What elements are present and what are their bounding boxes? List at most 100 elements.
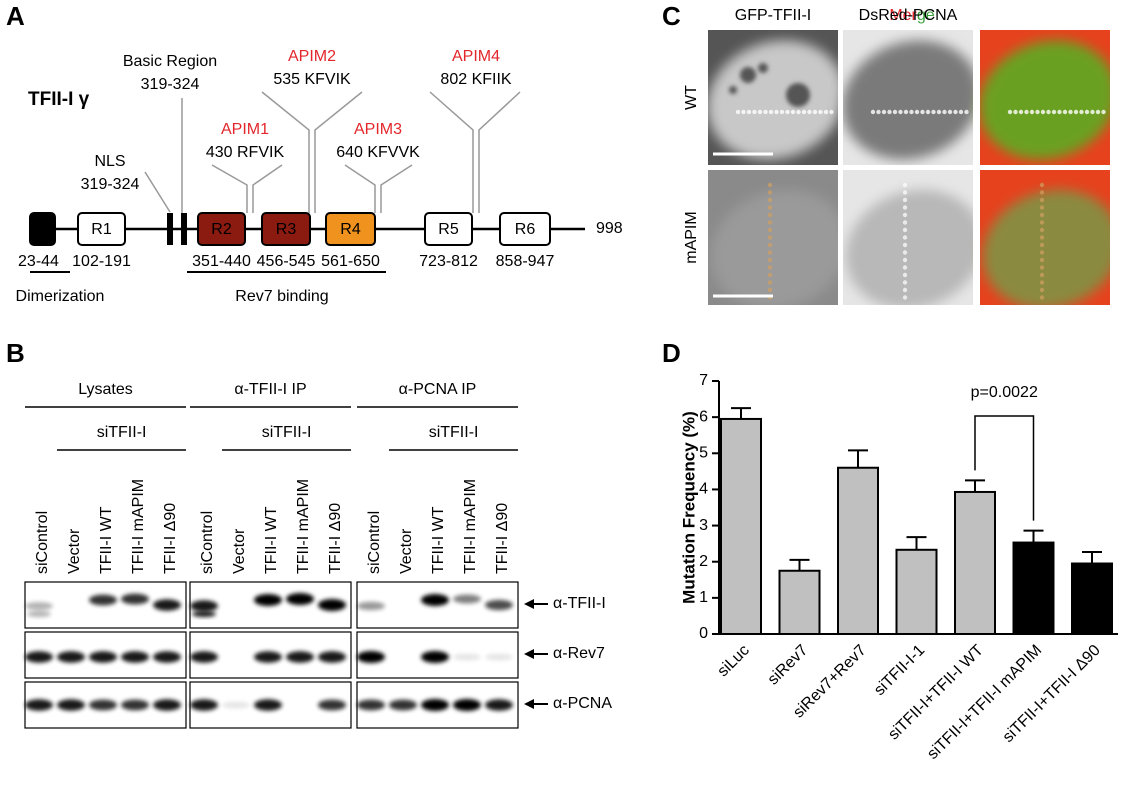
bar bbox=[778, 569, 821, 635]
group-sub: siTFII-I bbox=[97, 424, 147, 441]
lane-label: TFII-I WT bbox=[98, 506, 115, 574]
pcna-dot bbox=[920, 109, 925, 115]
pcna-dot bbox=[1039, 272, 1045, 278]
band bbox=[25, 651, 53, 663]
nucleolus bbox=[786, 83, 810, 107]
callout bbox=[380, 164, 413, 213]
pcna-dot bbox=[1039, 227, 1045, 233]
domain-range: 561-650 bbox=[321, 253, 380, 270]
pcna-dot bbox=[958, 109, 964, 115]
lane-label: TFII-I Δ90 bbox=[162, 503, 179, 574]
dimerization: Dimerization bbox=[16, 288, 105, 305]
band bbox=[485, 699, 513, 711]
pcna-dot bbox=[1057, 109, 1062, 115]
pcna-dot bbox=[763, 109, 768, 115]
panel-letter: A bbox=[6, 1, 25, 31]
pcna-dot bbox=[1090, 109, 1095, 115]
pcna-dot bbox=[942, 109, 947, 115]
pcna-dot bbox=[1039, 182, 1045, 188]
pcna-dot bbox=[936, 109, 942, 115]
pcna-dot bbox=[902, 205, 908, 210]
pcna-dot bbox=[870, 109, 876, 115]
pcna-dot bbox=[818, 109, 823, 115]
pcna-dot bbox=[767, 287, 773, 293]
band bbox=[485, 653, 513, 661]
lane-label: TFII-I mAPIM bbox=[130, 479, 147, 574]
nucleolus bbox=[740, 67, 756, 83]
lane-label: Vector bbox=[66, 528, 83, 574]
nucleolus bbox=[758, 63, 768, 73]
domain-label: R2 bbox=[211, 221, 232, 238]
nucleolus bbox=[729, 86, 737, 94]
arrow-head bbox=[524, 599, 534, 609]
pcna-dot bbox=[741, 109, 746, 115]
pcna-dot bbox=[1039, 242, 1045, 248]
pcna-dot bbox=[892, 109, 898, 115]
lane-label: siControl bbox=[366, 511, 383, 574]
pcna-dot bbox=[1062, 109, 1068, 115]
pcna-dot bbox=[902, 280, 908, 285]
pcna-dot bbox=[898, 109, 903, 115]
callout bbox=[252, 164, 283, 213]
y-tick-label: 7 bbox=[699, 372, 708, 389]
bar bbox=[720, 417, 762, 636]
y-tick-label: 0 bbox=[699, 625, 708, 642]
motif-site: 640 KFVVK bbox=[336, 144, 420, 161]
pcna-dot bbox=[1095, 109, 1101, 115]
pcna-dot bbox=[1039, 220, 1045, 225]
y-tick-label: 5 bbox=[699, 445, 708, 462]
pcna-dot bbox=[1068, 109, 1073, 115]
band bbox=[57, 651, 85, 663]
pcna-dot bbox=[767, 182, 773, 188]
y-tick-label: 1 bbox=[699, 589, 708, 606]
pcna-dot bbox=[1039, 197, 1045, 203]
nucleus bbox=[845, 189, 984, 305]
pcna-dot bbox=[947, 109, 953, 115]
bar bbox=[954, 490, 996, 635]
sig-bracket bbox=[974, 415, 1035, 521]
pcna-dot bbox=[823, 109, 829, 115]
pcna-dot bbox=[1039, 235, 1045, 240]
panel-letter: D bbox=[662, 338, 681, 368]
x-tick-label: siTFII-I+TFII-I Δ90 bbox=[1000, 642, 1104, 746]
band bbox=[121, 699, 149, 711]
pcna-dot bbox=[902, 227, 908, 233]
row-label: WT bbox=[683, 85, 700, 110]
panel-letter: C bbox=[662, 1, 681, 31]
band bbox=[192, 611, 216, 617]
callout bbox=[211, 164, 248, 213]
panel-letter: B bbox=[6, 338, 25, 368]
merge-part: Mer bbox=[889, 7, 917, 24]
pcna-dot bbox=[767, 257, 773, 263]
band bbox=[357, 651, 385, 663]
nls: NLS bbox=[94, 153, 125, 170]
pcna-dot bbox=[767, 197, 773, 203]
x-tick-label: siTFII-I-1 bbox=[871, 642, 928, 699]
basic-region: Basic Region bbox=[123, 53, 217, 70]
domain-range: 723-812 bbox=[419, 253, 478, 270]
group-title: α-TFII-I IP bbox=[234, 381, 306, 398]
pcna-dot bbox=[1039, 295, 1045, 300]
y-tick-label: 2 bbox=[699, 553, 708, 570]
pcna-dot bbox=[735, 109, 741, 115]
bar bbox=[837, 466, 879, 635]
blot-label: α-PCNA bbox=[553, 695, 612, 712]
callout bbox=[478, 91, 521, 213]
pcna-dot bbox=[767, 280, 773, 285]
bar bbox=[1071, 562, 1113, 635]
column-title: DsRed-PCNA bbox=[859, 7, 958, 24]
pcna-dot bbox=[1051, 109, 1057, 115]
domain-box bbox=[325, 212, 376, 246]
band bbox=[222, 701, 250, 709]
column-title: Merge bbox=[889, 7, 934, 24]
domain-box bbox=[261, 212, 311, 246]
y-tick-label: 6 bbox=[699, 408, 708, 425]
pcna-dot bbox=[768, 109, 774, 115]
callout bbox=[144, 171, 171, 213]
nls-range: 319-324 bbox=[81, 176, 140, 193]
pcna-dot bbox=[1018, 109, 1024, 115]
callout bbox=[429, 91, 474, 213]
domain-label: R4 bbox=[340, 221, 361, 238]
arrow-head bbox=[524, 699, 534, 709]
pcna-dot bbox=[887, 109, 892, 115]
